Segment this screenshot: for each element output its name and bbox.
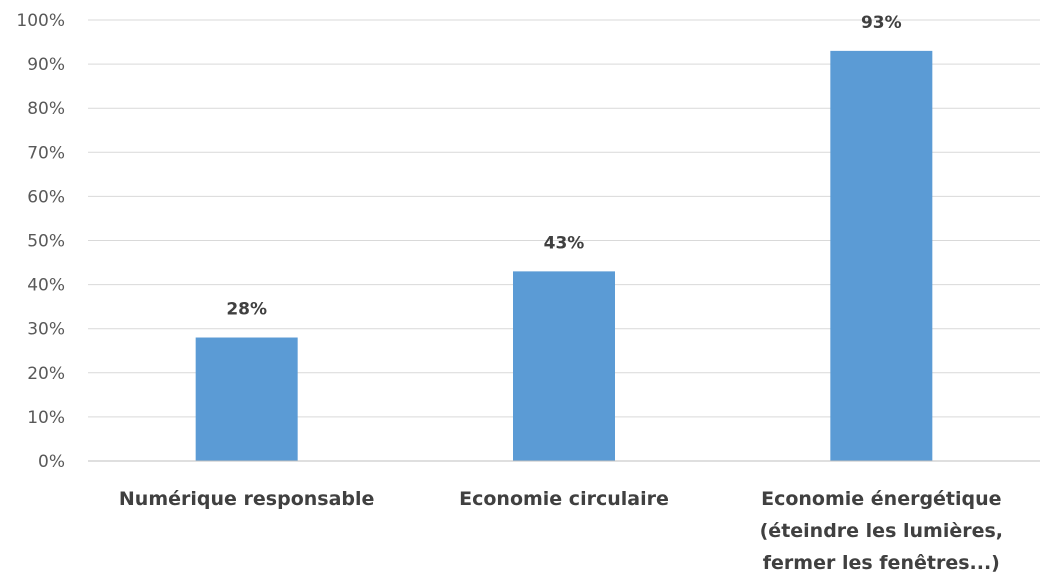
bar	[195, 337, 298, 461]
y-tick-label: 80%	[27, 99, 65, 119]
y-tick-label: 20%	[27, 364, 65, 384]
x-category-label: Economie énergétique	[761, 488, 1001, 510]
data-label: 93%	[861, 13, 902, 33]
y-tick-label: 40%	[27, 276, 65, 296]
y-axis-ticks: 0% 10% 20% 30% 40% 50% 60% 70% 80% 90% 100%	[16, 11, 65, 472]
y-tick-label: 70%	[27, 143, 65, 163]
data-label: 43%	[544, 233, 585, 253]
x-category-label: (éteindre les lumières,	[760, 520, 1003, 542]
bars	[195, 50, 933, 462]
y-tick-label: 90%	[27, 55, 65, 75]
bar	[513, 271, 615, 461]
data-label: 28%	[226, 300, 267, 320]
bar	[830, 50, 933, 462]
y-tick-label: 30%	[27, 320, 65, 340]
y-tick-label: 10%	[27, 408, 65, 428]
x-category-label: Economie circulaire	[459, 488, 669, 510]
y-tick-label: 100%	[16, 11, 65, 31]
x-category-label: fermer les fenêtres...)	[763, 552, 1000, 574]
y-tick-label: 0%	[38, 452, 65, 472]
data-labels: 28% 43% 93%	[226, 13, 901, 320]
x-axis-categories: Numérique responsable Economie circulaire…	[119, 488, 1003, 574]
x-category-label: Numérique responsable	[119, 488, 375, 510]
y-tick-label: 50%	[27, 232, 65, 252]
y-tick-label: 60%	[27, 187, 65, 207]
